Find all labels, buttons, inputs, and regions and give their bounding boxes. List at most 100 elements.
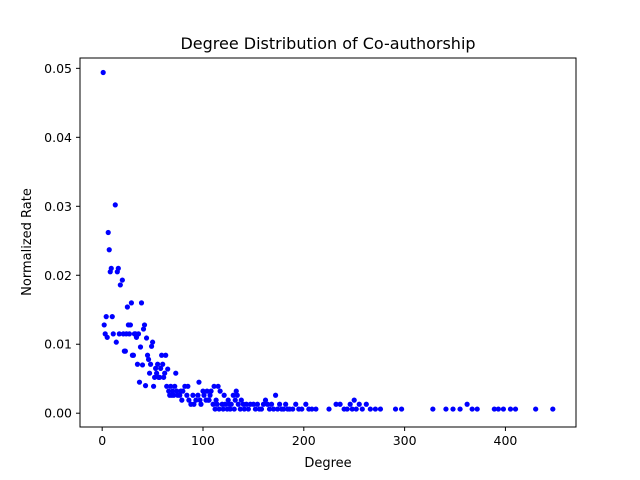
data-point [353,406,359,412]
data-point [136,379,143,385]
data-point [491,406,497,412]
data-point [145,356,152,363]
x-tick-label: 400 [494,433,518,448]
data-point [238,397,244,403]
data-point [533,406,539,412]
data-point [469,406,475,412]
data-point [126,331,132,337]
data-point [309,406,315,412]
x-axis-label: Degree [304,456,351,471]
y-axis: 0.00 0.01 0.02 0.03 0.04 0.05 [44,61,80,421]
data-point [190,392,196,398]
data-point [237,406,243,412]
data-point [144,352,151,358]
data-point [148,343,155,349]
data-point [266,406,273,412]
data-point [150,383,157,389]
data-point [313,406,319,412]
y-axis-label: Normalized Rate [20,188,35,296]
data-point [222,401,228,407]
x-axis: 0 100 200 300 400 [98,427,517,448]
data-point [230,392,236,398]
data-point [201,392,207,398]
data-point [214,401,220,407]
x-tick-label: 100 [191,433,215,448]
data-point [101,322,107,328]
data-point [293,401,299,407]
data-point [457,406,463,412]
y-tick-label: 0.04 [44,130,72,145]
data-point [184,392,190,398]
data-point [124,304,130,310]
data-point [212,406,218,412]
data-point [326,406,332,412]
data-point [135,331,142,337]
data-point [122,348,128,354]
data-point [153,365,159,371]
data-point [337,401,343,407]
data-point [127,322,134,328]
data-point [235,401,241,407]
data-point [254,401,261,407]
data-point [140,326,147,332]
data-point [179,397,185,403]
data-point [158,365,164,371]
data-point [191,401,197,407]
data-point [185,383,191,389]
data-point [443,406,449,412]
data-point [347,401,353,407]
data-point [161,374,167,380]
data-point [106,247,112,253]
data-point [450,406,456,412]
data-point [109,314,115,320]
data-point [367,406,373,412]
data-point [186,397,192,403]
data-point [303,401,309,407]
data-point [262,397,269,403]
data-point [204,388,210,394]
data-point [268,401,275,407]
data-point [430,406,436,412]
data-point [115,265,121,271]
data-point [166,388,172,394]
data-point [234,392,240,398]
data-point [200,388,206,394]
data-point [110,331,116,337]
x-tick-label: 200 [292,433,316,448]
data-point [103,314,109,320]
data-point [281,406,287,412]
y-tick-label: 0.03 [44,199,72,214]
data-point [216,406,222,412]
data-point [157,374,163,380]
data-point [217,388,223,394]
data-point [159,352,165,358]
data-point [180,388,186,394]
data-point [258,406,265,412]
data-point [208,388,214,394]
data-point [168,383,174,389]
data-point [116,331,122,337]
data-point [171,392,177,398]
data-point [198,401,204,407]
data-point [260,401,267,407]
data-point [392,406,399,412]
data-point [210,401,216,407]
data-point [196,379,202,385]
data-point [174,388,180,394]
data-point [356,401,362,407]
data-point [283,401,289,407]
data-point [138,300,145,306]
data-point [177,392,183,398]
data-point [105,229,111,236]
x-tick-label: 0 [98,433,106,448]
data-point [164,383,170,389]
data-point [165,366,171,372]
data-point [252,406,259,412]
data-point [170,388,176,394]
data-point [220,406,226,412]
data-point [349,406,355,412]
data-point [272,392,279,398]
data-point [206,397,212,403]
